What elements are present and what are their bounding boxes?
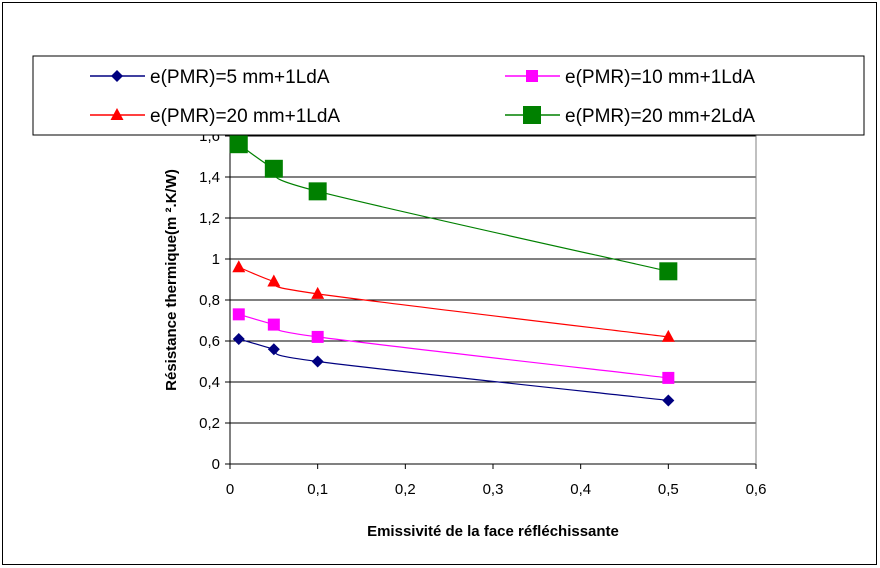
legend-entry: e(PMR)=10 mm+1LdA	[505, 67, 755, 88]
data-point	[232, 308, 245, 321]
y-tick-label: 1	[212, 251, 220, 268]
y-tick-label: 0,6	[199, 333, 220, 350]
legend: e(PMR)=5 mm+1LdA e(PMR)=10 mm+1LdA e(PMR)=…	[32, 55, 865, 136]
y-tick-label: 0,4	[199, 374, 220, 391]
data-point	[267, 318, 280, 331]
legend-marker	[526, 70, 538, 82]
data-point	[662, 394, 675, 407]
x-tick-label: 0,3	[483, 481, 504, 498]
x-tick-label: 0,2	[395, 481, 416, 498]
axes	[225, 94, 757, 469]
data-point	[662, 371, 675, 384]
data-point	[659, 262, 678, 281]
data-point	[229, 135, 248, 154]
series-group	[229, 135, 678, 407]
y-tick-label: 0	[212, 456, 220, 473]
legend-label: e(PMR)=20 mm+2LdA	[565, 106, 755, 127]
legend-label: e(PMR)=5 mm+1LdA	[150, 67, 330, 88]
legend-entry: e(PMR)=20 mm+2LdA	[505, 106, 755, 127]
legend-label: e(PMR)=20 mm+1LdA	[150, 106, 340, 127]
data-point	[311, 286, 325, 299]
x-axis-title: Emissivité de la face réfléchissante	[367, 523, 619, 540]
legend-marker	[111, 70, 123, 82]
y-tick-label: 1,2	[199, 210, 220, 227]
data-point	[264, 159, 283, 178]
y-tick-labels: 00,20,40,60,811,21,41,61,8	[199, 87, 220, 473]
series-1	[232, 332, 675, 407]
y-tick-label: 0,8	[199, 292, 220, 309]
series-4	[229, 135, 678, 281]
x-tick-label: 0,6	[746, 481, 767, 498]
y-axis-title: Résistance thermique(m ².K/W)	[163, 169, 180, 391]
legend-marker	[110, 108, 124, 120]
x-tick-label: 0	[226, 481, 234, 498]
data-point	[267, 274, 281, 287]
y-tick-label: 1,4	[199, 169, 220, 186]
series-2	[232, 308, 675, 384]
legend-box	[32, 55, 865, 136]
series-3	[232, 260, 675, 342]
x-tick-label: 0,5	[658, 481, 679, 498]
legend-entry: e(PMR)=20 mm+1LdA	[90, 106, 340, 127]
x-tick-labels: 0 0,1 0,2 0,3 0,4 0,5 0,6	[226, 481, 767, 498]
x-tick-label: 0,1	[307, 481, 328, 498]
data-point	[311, 355, 324, 368]
y-tick-label: 0,2	[199, 415, 220, 432]
data-point	[232, 260, 246, 273]
legend-marker	[523, 106, 541, 124]
legend-entry: e(PMR)=5 mm+1LdA	[90, 67, 330, 88]
legend-label: e(PMR)=10 mm+1LdA	[565, 67, 755, 88]
x-tick-label: 0,4	[570, 481, 591, 498]
data-point	[267, 343, 280, 356]
data-point	[661, 329, 675, 342]
data-point	[232, 332, 245, 345]
data-point	[308, 182, 327, 201]
data-point	[311, 330, 324, 343]
